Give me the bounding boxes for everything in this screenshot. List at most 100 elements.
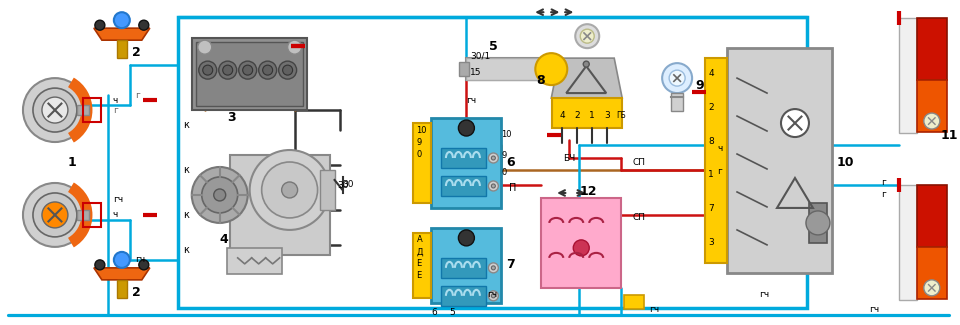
Circle shape bbox=[198, 40, 212, 54]
Text: 3: 3 bbox=[604, 111, 610, 120]
Circle shape bbox=[573, 240, 589, 256]
Text: 4: 4 bbox=[708, 69, 713, 78]
Text: 10: 10 bbox=[417, 125, 427, 135]
Text: Е: Е bbox=[417, 271, 421, 280]
Text: 7: 7 bbox=[708, 204, 714, 214]
Text: БЧ: БЧ bbox=[564, 153, 576, 162]
Text: 3: 3 bbox=[708, 239, 714, 247]
Circle shape bbox=[139, 20, 149, 30]
Circle shape bbox=[489, 181, 498, 191]
Bar bbox=[196, 42, 302, 106]
Circle shape bbox=[95, 20, 105, 30]
Circle shape bbox=[806, 211, 830, 235]
Text: гч: гч bbox=[869, 305, 879, 314]
Text: гч: гч bbox=[134, 255, 145, 264]
Bar bbox=[705, 58, 727, 263]
Text: 4: 4 bbox=[560, 111, 564, 120]
Text: СП: СП bbox=[633, 214, 645, 222]
Text: 9: 9 bbox=[501, 150, 507, 160]
Bar bbox=[917, 80, 947, 132]
Circle shape bbox=[662, 63, 692, 93]
Text: к: к bbox=[182, 165, 188, 175]
Text: 6: 6 bbox=[506, 157, 515, 170]
Bar bbox=[727, 48, 832, 273]
Text: 0: 0 bbox=[501, 168, 507, 177]
Circle shape bbox=[781, 109, 809, 137]
Circle shape bbox=[33, 193, 77, 237]
Bar bbox=[442, 258, 487, 278]
Bar bbox=[414, 233, 431, 298]
Text: ГБ: ГБ bbox=[616, 111, 626, 120]
Text: 30: 30 bbox=[343, 180, 354, 189]
Circle shape bbox=[489, 153, 498, 163]
Circle shape bbox=[262, 162, 318, 218]
Circle shape bbox=[192, 167, 248, 223]
Bar bbox=[809, 203, 827, 243]
Circle shape bbox=[23, 183, 87, 247]
Bar bbox=[624, 295, 644, 309]
Polygon shape bbox=[94, 28, 150, 40]
Bar bbox=[117, 280, 127, 298]
Text: 8: 8 bbox=[537, 73, 545, 86]
Text: СП: СП bbox=[633, 158, 645, 166]
Text: А: А bbox=[417, 235, 422, 244]
Circle shape bbox=[202, 177, 238, 213]
Bar bbox=[192, 38, 306, 110]
Text: 5: 5 bbox=[490, 40, 498, 53]
Bar bbox=[917, 247, 947, 299]
Circle shape bbox=[459, 120, 474, 136]
Text: Е: Е bbox=[417, 259, 421, 268]
Circle shape bbox=[492, 156, 495, 160]
Circle shape bbox=[23, 78, 87, 142]
Circle shape bbox=[214, 189, 226, 201]
Bar bbox=[178, 17, 807, 308]
Circle shape bbox=[536, 53, 567, 85]
Bar bbox=[917, 18, 947, 80]
Circle shape bbox=[263, 65, 273, 75]
Text: 11: 11 bbox=[941, 128, 958, 141]
Text: к: к bbox=[182, 120, 188, 130]
Text: гч: гч bbox=[759, 290, 769, 299]
Bar bbox=[227, 248, 281, 274]
Bar bbox=[77, 210, 89, 220]
Circle shape bbox=[114, 252, 130, 268]
Text: 10: 10 bbox=[501, 130, 512, 138]
Text: 10: 10 bbox=[837, 157, 854, 170]
Bar bbox=[899, 185, 917, 300]
Circle shape bbox=[95, 260, 105, 270]
Circle shape bbox=[281, 182, 298, 198]
Circle shape bbox=[219, 61, 237, 79]
Text: 5: 5 bbox=[449, 308, 455, 317]
Bar bbox=[117, 40, 127, 58]
Circle shape bbox=[580, 29, 594, 43]
Bar bbox=[552, 98, 622, 128]
Text: 9: 9 bbox=[417, 137, 421, 147]
Circle shape bbox=[492, 266, 495, 270]
Circle shape bbox=[114, 12, 130, 28]
Text: ч: ч bbox=[113, 210, 118, 219]
Bar bbox=[320, 170, 335, 210]
Bar bbox=[83, 203, 101, 227]
Circle shape bbox=[33, 88, 77, 132]
Text: 7: 7 bbox=[506, 258, 516, 271]
Circle shape bbox=[584, 61, 589, 67]
Bar bbox=[541, 198, 621, 288]
Text: ч: ч bbox=[113, 96, 118, 105]
Bar bbox=[467, 58, 546, 80]
Text: 2: 2 bbox=[574, 111, 580, 120]
Bar bbox=[83, 98, 101, 122]
Circle shape bbox=[282, 65, 293, 75]
Circle shape bbox=[492, 294, 495, 298]
Text: г: г bbox=[881, 178, 886, 188]
Bar bbox=[899, 18, 917, 133]
Text: г: г bbox=[881, 190, 886, 200]
Circle shape bbox=[199, 61, 217, 79]
Bar bbox=[431, 228, 501, 303]
Text: 30: 30 bbox=[338, 181, 349, 190]
Text: г: г bbox=[113, 106, 118, 115]
Bar bbox=[442, 286, 487, 306]
Text: 1: 1 bbox=[589, 111, 595, 120]
Bar bbox=[442, 176, 487, 196]
Circle shape bbox=[489, 263, 498, 273]
Bar bbox=[460, 62, 469, 76]
